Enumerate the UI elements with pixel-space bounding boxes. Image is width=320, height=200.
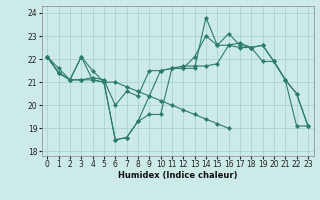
X-axis label: Humidex (Indice chaleur): Humidex (Indice chaleur)	[118, 171, 237, 180]
